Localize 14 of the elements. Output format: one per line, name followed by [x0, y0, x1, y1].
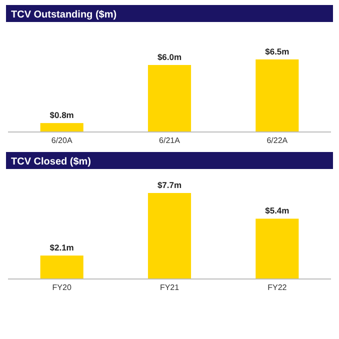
- chart-title: TCV Closed ($m): [11, 156, 92, 168]
- data-label: $5.4m: [265, 206, 290, 216]
- x-tick-label: 6/22A: [266, 136, 288, 145]
- x-tick-label: FY22: [268, 283, 288, 292]
- data-label: $6.0m: [157, 52, 182, 62]
- data-label: $6.5m: [265, 46, 290, 56]
- chart-title: TCV Outstanding ($m): [11, 10, 117, 20]
- x-tick-label: FY21: [160, 283, 180, 292]
- x-tick-label: 6/21A: [159, 136, 181, 145]
- data-label: $0.8m: [50, 110, 74, 120]
- data-label: $2.1m: [50, 242, 74, 253]
- x-tick-label: 6/20A: [51, 136, 73, 145]
- data-label: $7.7m: [157, 180, 182, 190]
- x-tick-label: FY20: [52, 283, 72, 292]
